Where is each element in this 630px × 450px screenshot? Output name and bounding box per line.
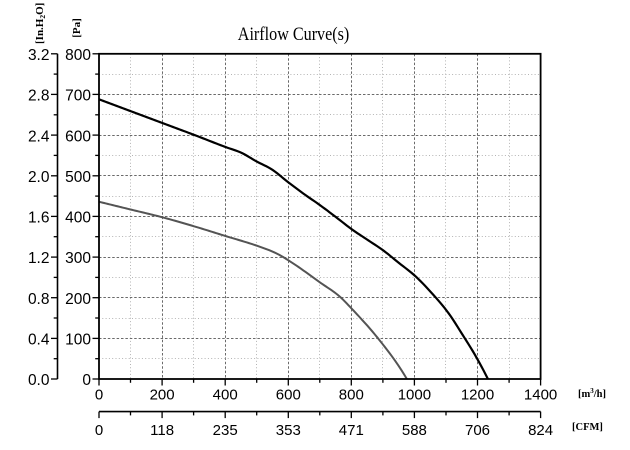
svg-text:[Pa]: [Pa] [71, 18, 83, 38]
svg-text:0: 0 [82, 372, 91, 389]
svg-text:100: 100 [65, 332, 91, 349]
svg-text:200: 200 [150, 387, 175, 404]
svg-text:118: 118 [150, 422, 174, 439]
svg-text:0: 0 [95, 387, 103, 404]
svg-text:600: 600 [65, 128, 91, 145]
svg-text:400: 400 [213, 387, 238, 404]
svg-text:471: 471 [339, 422, 364, 439]
svg-text:300: 300 [65, 250, 91, 267]
svg-text:600: 600 [276, 387, 301, 404]
svg-text:1000: 1000 [398, 387, 431, 404]
svg-text:700: 700 [65, 88, 91, 105]
svg-text:2.4: 2.4 [28, 128, 50, 145]
svg-text:1400: 1400 [524, 387, 557, 404]
svg-text:200: 200 [65, 291, 91, 308]
svg-text:706: 706 [465, 422, 490, 439]
svg-text:1.2: 1.2 [28, 250, 50, 267]
svg-text:2.0: 2.0 [28, 169, 50, 186]
svg-text:353: 353 [276, 422, 301, 439]
svg-text:2.8: 2.8 [28, 88, 50, 105]
svg-text:[In.H2O]: [In.H2O] [34, 3, 47, 44]
svg-text:235: 235 [213, 422, 238, 439]
svg-text:0.8: 0.8 [28, 291, 50, 308]
svg-text:[m3/h]: [m3/h] [578, 387, 606, 400]
svg-text:0.4: 0.4 [28, 332, 50, 349]
svg-text:400: 400 [65, 210, 91, 227]
svg-text:0.0: 0.0 [28, 372, 50, 389]
svg-text:800: 800 [65, 47, 91, 64]
svg-text:1.6: 1.6 [28, 210, 50, 227]
svg-text:800: 800 [339, 387, 364, 404]
svg-text:500: 500 [65, 169, 91, 186]
svg-text:Airflow Curve(s): Airflow Curve(s) [238, 25, 349, 45]
svg-text:[CFM]: [CFM] [572, 422, 603, 433]
svg-text:3.2: 3.2 [28, 47, 50, 64]
svg-text:588: 588 [402, 422, 427, 439]
svg-text:1200: 1200 [461, 387, 494, 404]
svg-text:0: 0 [95, 422, 103, 439]
svg-text:824: 824 [528, 422, 553, 439]
